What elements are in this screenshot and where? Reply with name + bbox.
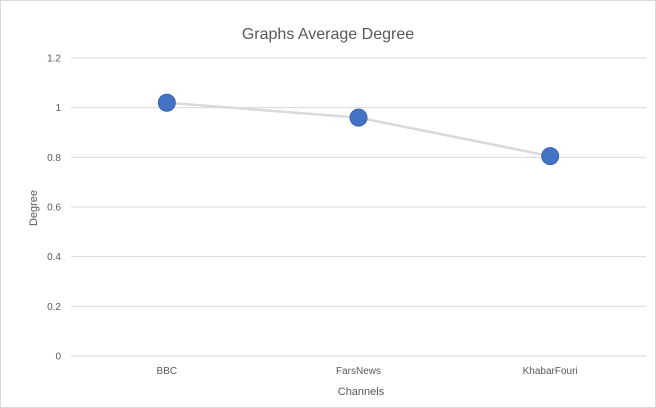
y-tick-label: 0.2 — [47, 302, 61, 313]
x-tick-label: FarsNews — [336, 366, 381, 377]
x-tick-label: KhabarFouri — [523, 366, 578, 377]
y-tick-label: 0.6 — [47, 203, 61, 214]
gridlines — [71, 57, 646, 357]
series — [157, 93, 560, 166]
y-tick-label: 1 — [55, 103, 61, 114]
chart-title: Graphs Average Degree — [242, 26, 414, 43]
y-tick-label: 0 — [55, 352, 61, 363]
data-point — [157, 93, 176, 112]
data-point — [349, 108, 368, 127]
y-tick-label: 0.4 — [47, 252, 61, 263]
data-point — [541, 147, 560, 166]
y-tick-label: 1.2 — [47, 54, 61, 65]
x-tick-labels: BBC FarsNews KhabarFouri — [157, 366, 578, 377]
y-tick-label: 0.8 — [47, 153, 61, 164]
y-tick-labels: 0 0.2 0.4 0.6 0.8 1 1.2 — [47, 54, 61, 363]
y-axis-title: Degree — [28, 190, 40, 226]
x-axis-title: Channels — [338, 386, 385, 398]
x-tick-label: BBC — [157, 366, 178, 377]
